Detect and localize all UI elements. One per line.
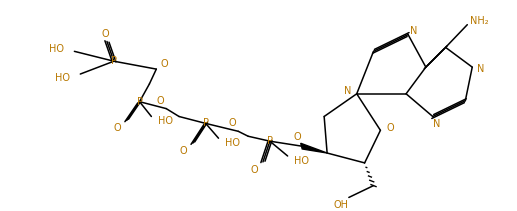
Text: O: O (294, 132, 301, 142)
Text: HO: HO (55, 73, 70, 83)
Text: P: P (111, 56, 117, 66)
Text: O: O (101, 28, 109, 39)
Polygon shape (301, 143, 327, 153)
Text: N: N (477, 64, 485, 74)
Text: O: O (387, 123, 394, 133)
Text: OH: OH (333, 200, 348, 210)
Text: O: O (157, 96, 164, 106)
Text: O: O (179, 146, 187, 156)
Text: N: N (410, 26, 418, 36)
Text: O: O (229, 118, 236, 128)
Text: P: P (267, 136, 273, 146)
Text: HO: HO (49, 44, 64, 54)
Text: HO: HO (225, 138, 240, 148)
Text: O: O (250, 165, 258, 175)
Text: P: P (203, 118, 209, 128)
Text: HO: HO (158, 116, 173, 126)
Text: HO: HO (294, 156, 309, 166)
Text: O: O (113, 123, 120, 133)
Text: N: N (433, 119, 440, 129)
Text: NH₂: NH₂ (470, 16, 489, 26)
Text: N: N (344, 86, 352, 96)
Text: O: O (160, 59, 168, 69)
Text: P: P (136, 97, 143, 107)
